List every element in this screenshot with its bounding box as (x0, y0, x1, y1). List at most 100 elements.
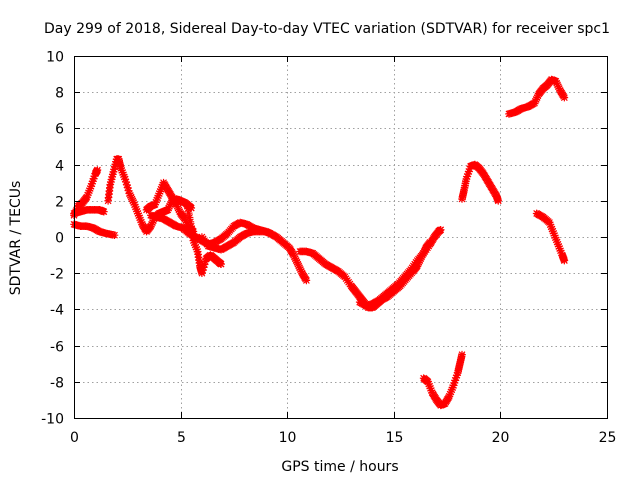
data-point (100, 207, 108, 216)
series-seg8 (198, 227, 311, 285)
x-tick-label: 20 (492, 430, 510, 446)
x-axis-label: GPS time / hours (281, 459, 398, 475)
data-point (292, 256, 300, 265)
data-point (447, 385, 456, 394)
data-point (448, 383, 457, 392)
data-point (147, 220, 156, 229)
series-seg7 (183, 200, 225, 277)
data-point (135, 214, 144, 222)
data-point (302, 276, 311, 285)
data-point (201, 257, 210, 266)
data-point (494, 197, 503, 205)
data-point (158, 181, 167, 189)
data-point (174, 204, 182, 212)
data-point (126, 191, 135, 200)
y-tick-label: -4 (50, 303, 64, 319)
data-point (107, 178, 115, 186)
data-point (154, 191, 163, 200)
series-seg3 (70, 220, 119, 239)
data-point (110, 165, 118, 174)
data-point (157, 185, 165, 194)
data-point (532, 95, 541, 104)
data-point (184, 209, 193, 217)
data-point (295, 263, 304, 272)
data-point (217, 260, 225, 268)
y-tick-label: -8 (50, 376, 64, 392)
data-point (200, 260, 209, 269)
data-point (553, 238, 561, 246)
data-point (135, 211, 143, 220)
data-point (553, 81, 562, 89)
data-point (173, 202, 181, 211)
series-seg14 (532, 209, 569, 265)
series-seg10 (355, 225, 445, 310)
data-point (128, 195, 136, 203)
data-point (531, 97, 540, 106)
data-point (186, 217, 195, 226)
series-seg11 (419, 350, 466, 410)
data-point (547, 223, 555, 231)
data-point (555, 84, 564, 93)
data-point (426, 384, 435, 393)
data-point (130, 200, 139, 209)
data-point (132, 205, 141, 213)
data-point (458, 350, 466, 359)
data-point (185, 213, 194, 222)
data-point (184, 204, 192, 213)
data-point (552, 236, 561, 244)
data-point (534, 92, 542, 100)
data-point (166, 200, 175, 209)
data-point (120, 173, 129, 181)
data-point (175, 206, 183, 214)
data-point (294, 262, 303, 270)
data-point (149, 216, 158, 225)
y-tick-label: 10 (46, 50, 64, 66)
data-point (533, 93, 541, 102)
data-point (465, 167, 473, 176)
data-point (190, 238, 199, 247)
data-point (451, 376, 460, 385)
data-point (109, 170, 117, 179)
data-point (551, 233, 560, 242)
y-tick-label: 8 (55, 86, 64, 102)
data-point (192, 243, 200, 251)
y-tick-label: -2 (50, 267, 64, 283)
data-point (557, 249, 566, 257)
data-point (181, 216, 190, 225)
data-point (137, 218, 146, 226)
x-tick-label: 5 (177, 430, 186, 446)
data-point (152, 198, 160, 207)
data-point (546, 220, 555, 229)
data-point (148, 218, 157, 227)
data-point (136, 216, 145, 224)
data-point (552, 79, 561, 87)
data-point (122, 178, 130, 186)
x-tick-label: 0 (70, 430, 79, 446)
data-point (549, 227, 557, 236)
data-point (111, 160, 120, 169)
data-point (152, 196, 161, 204)
data-point (156, 187, 164, 196)
x-tick-label: 25 (599, 430, 617, 446)
data-point (193, 245, 201, 254)
data-point (560, 93, 569, 102)
data-point (129, 197, 137, 205)
data-point (127, 193, 135, 201)
y-tick-label: -6 (50, 340, 64, 356)
data-point (436, 225, 445, 234)
data-point (107, 175, 116, 184)
data-point (464, 170, 472, 178)
data-point (555, 244, 564, 253)
data-point (118, 168, 127, 177)
data-point (133, 207, 141, 216)
data-point (555, 242, 563, 251)
y-axis-label: SDTVAR / TECUs (8, 181, 24, 296)
data-point (182, 218, 191, 227)
data-point (450, 379, 459, 387)
data-point (117, 166, 126, 175)
data-point (93, 166, 102, 174)
data-point (548, 225, 556, 233)
data-point (110, 162, 119, 171)
y-tick-label: 4 (55, 159, 64, 175)
